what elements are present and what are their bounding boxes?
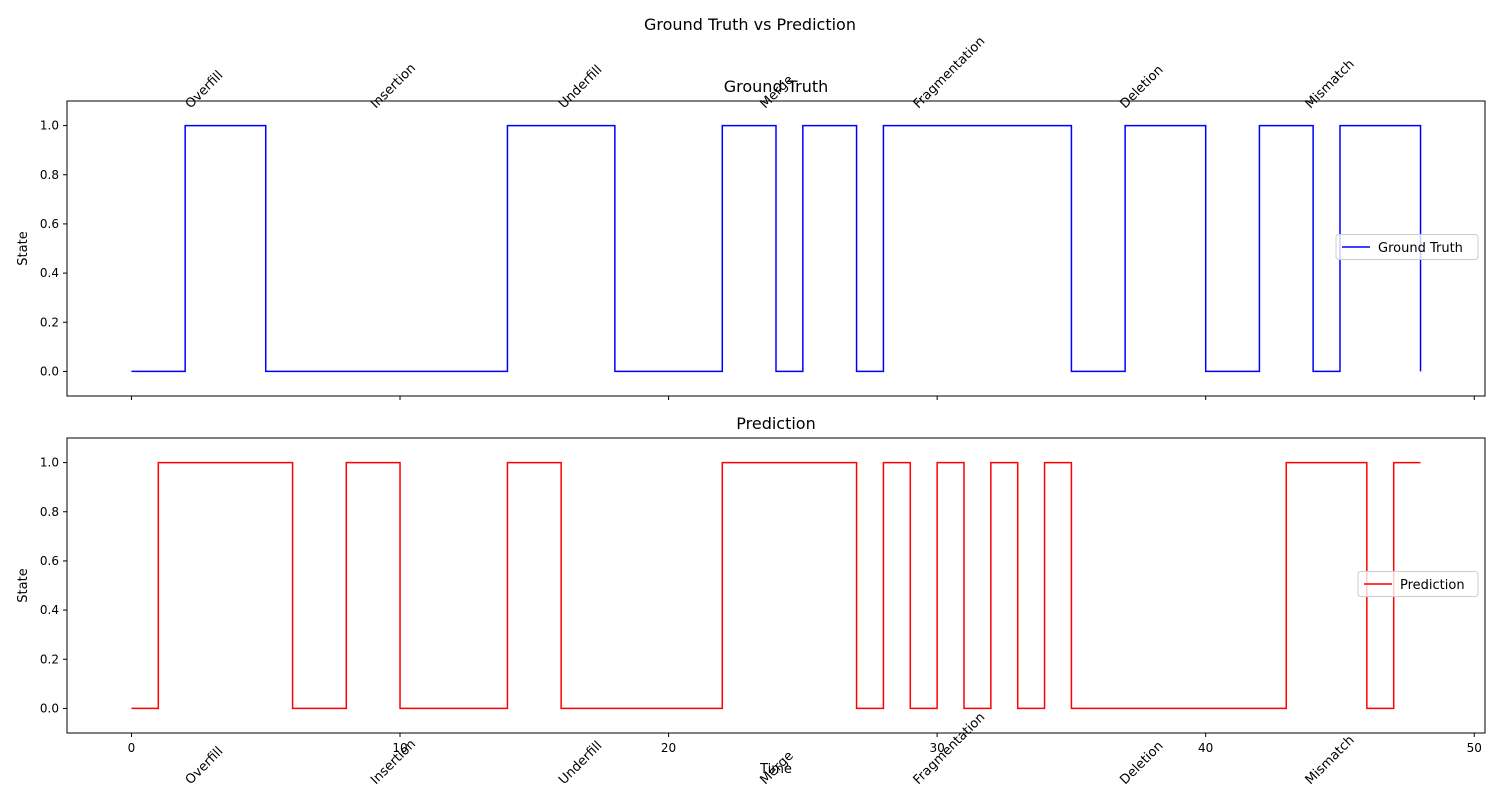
y-tick-label: 0.4 [40, 266, 59, 280]
x-tick-label: 0 [128, 741, 136, 755]
series-line [131, 124, 1422, 373]
y-tick-label: 0.2 [40, 652, 59, 666]
figure-title: Ground Truth vs Prediction [644, 15, 856, 34]
y-tick-label: 0.6 [40, 217, 59, 231]
x-tick-label: 20 [661, 741, 676, 755]
x-tick-label: 50 [1467, 741, 1482, 755]
y-tick-label: 0.2 [40, 315, 59, 329]
legend-box [1357, 571, 1479, 597]
y-tick-label: 0.0 [40, 701, 59, 715]
y-tick-label: 1.0 [40, 119, 59, 133]
y-tick-label: 0.4 [40, 603, 59, 617]
panel-title: Ground Truth [724, 77, 829, 96]
axes-frame [66, 437, 1486, 734]
y-tick-label: 0.8 [40, 168, 59, 182]
y-tick-label: 0.6 [40, 554, 59, 568]
axes-frame [66, 100, 1486, 397]
y-tick-label: 0.0 [40, 364, 59, 378]
panel-title: Prediction [736, 414, 815, 433]
x-tick-label: 10 [392, 741, 407, 755]
legend-label: Prediction [1400, 578, 1465, 593]
legend-label: Ground Truth [1378, 241, 1463, 256]
y-axis-label: State [16, 231, 31, 265]
series-line [131, 461, 1421, 710]
legend-box [1335, 234, 1479, 260]
legend: Ground Truth [1335, 234, 1479, 260]
x-tick-label: 30 [929, 741, 944, 755]
x-axis-label: Time [759, 762, 792, 777]
legend: Prediction [1357, 571, 1479, 597]
y-tick-label: 1.0 [40, 456, 59, 470]
y-axis-label: State [16, 568, 31, 602]
y-tick-label: 0.8 [40, 505, 59, 519]
x-tick-label: 40 [1198, 741, 1213, 755]
